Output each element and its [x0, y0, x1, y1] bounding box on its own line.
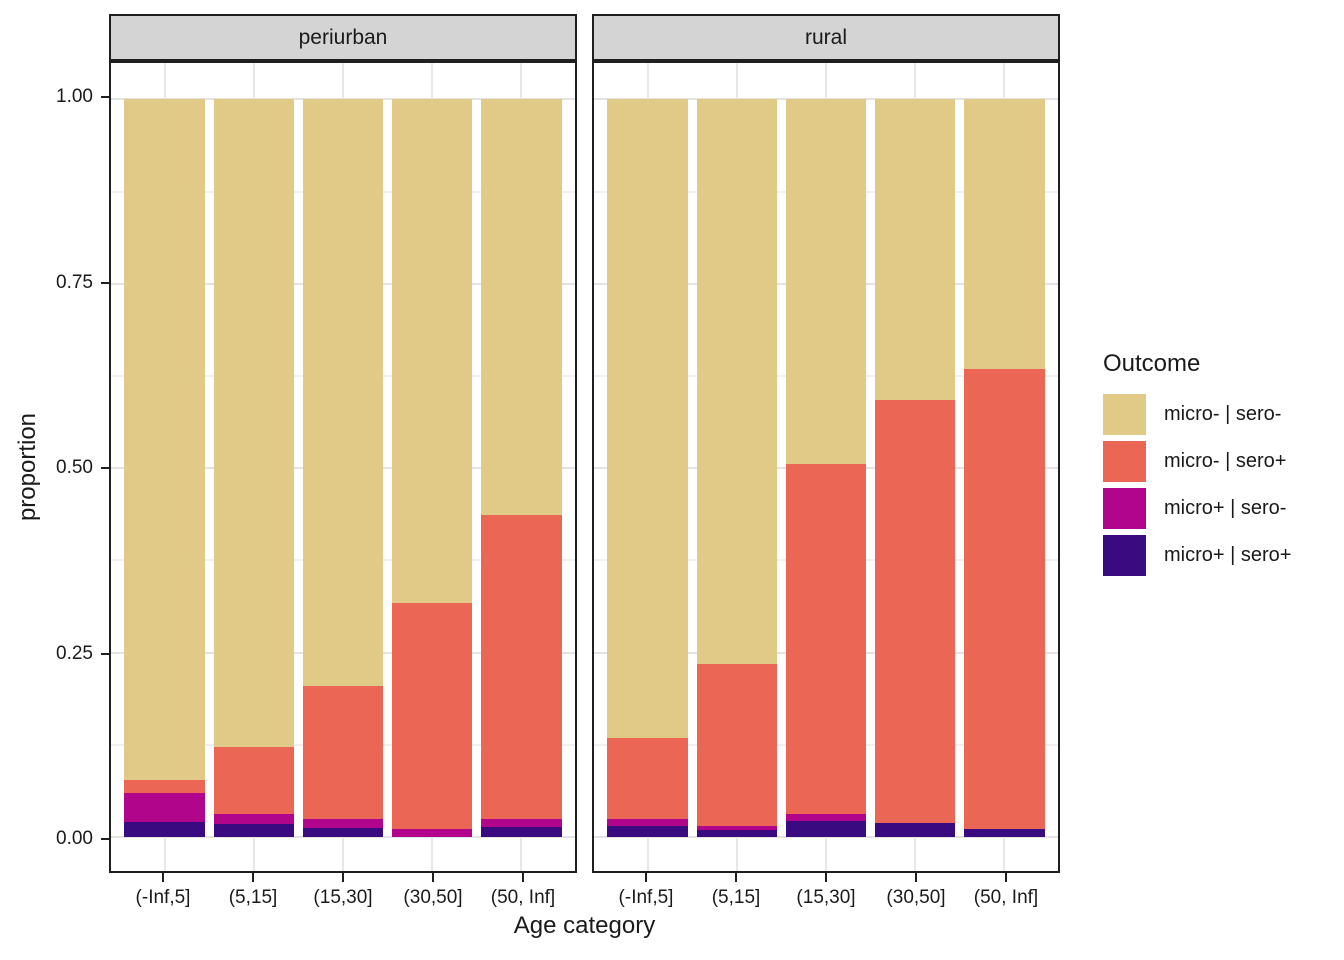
y-tick-mark: [101, 652, 109, 655]
x-tick-label: (-Inf,5]: [618, 887, 674, 908]
bar-segment: [875, 99, 956, 401]
legend-label: micro+ | sero-: [1164, 497, 1287, 519]
facet-strip-rural: rural: [592, 14, 1060, 61]
bar-segment: [124, 99, 205, 781]
bar-segment: [696, 829, 777, 838]
facet-panel-rural: [592, 61, 1060, 873]
x-tick-label: (30,50]: [403, 887, 463, 908]
x-tick-mark: [645, 873, 647, 882]
bar-segment: [607, 99, 688, 739]
bar-segment: [392, 603, 473, 830]
legend-swatch: [1103, 488, 1146, 529]
y-tick-label: 1.00: [56, 86, 93, 108]
bar-segment: [696, 663, 777, 827]
bar-segment: [392, 829, 473, 838]
facet-strip-label: periurban: [298, 25, 388, 49]
legend-item: micro- | sero-: [1103, 394, 1343, 435]
facet-strip-periurban: periurban: [109, 14, 577, 61]
x-tick-label: (-Inf,5]: [135, 887, 191, 908]
bar-segment: [302, 99, 384, 686]
y-tick-label: 0.50: [56, 457, 93, 479]
bar-segment: [875, 400, 956, 824]
y-tick-mark: [101, 467, 109, 470]
x-tick-label: (50, Inf]: [973, 887, 1039, 908]
x-tick-label: (15,30]: [796, 887, 856, 908]
legend-label: micro- | sero+: [1164, 450, 1287, 472]
bar-segment: [785, 99, 867, 464]
bar-segment: [124, 780, 205, 793]
x-tick-mark: [432, 873, 434, 882]
bar-segment: [124, 822, 205, 838]
x-tick-mark: [522, 873, 524, 882]
facet-strip-label: rural: [804, 25, 847, 49]
y-tick-label: 0.00: [56, 827, 93, 849]
x-axis-title: Age category: [513, 912, 656, 939]
x-tick-label: (15,30]: [313, 887, 373, 908]
legend-label: micro- | sero-: [1164, 403, 1282, 425]
bar-segment: [392, 99, 473, 604]
bar-segment: [213, 99, 294, 748]
y-tick-mark: [101, 96, 109, 99]
legend: Outcome micro- | sero-micro- | sero+ micr…: [1103, 350, 1343, 582]
bar-segment: [785, 463, 867, 814]
legend-items: micro- | sero-micro- | sero+ micro+ | ser…: [1103, 394, 1343, 576]
x-tick-mark: [825, 873, 827, 882]
bar-segment: [607, 819, 688, 827]
bar-segment: [875, 823, 956, 838]
legend-label: micro+ | sero+: [1164, 544, 1292, 566]
bar-segment: [302, 818, 384, 829]
x-tick-mark: [915, 873, 917, 882]
bar-segment: [481, 515, 562, 819]
bar-segment: [964, 829, 1045, 838]
y-tick-label: 0.25: [56, 642, 93, 664]
bar-segment: [785, 813, 867, 821]
bar-segment: [607, 738, 688, 820]
bar-segment: [696, 826, 777, 830]
bar-segment: [124, 792, 205, 823]
bar-segment: [213, 823, 294, 838]
x-tick-mark: [1005, 873, 1007, 882]
facet-panel-periurban: [109, 61, 577, 873]
bar-segment: [302, 828, 384, 838]
bar-segment: [302, 685, 384, 819]
y-tick-mark: [101, 837, 109, 840]
legend-swatch: [1103, 441, 1146, 482]
legend-title: Outcome: [1103, 350, 1201, 377]
legend-swatch: [1103, 394, 1146, 435]
bar-segment: [213, 747, 294, 814]
bar-segment: [607, 826, 688, 838]
bar-segment: [481, 826, 562, 838]
y-tick-mark: [101, 281, 109, 284]
x-tick-mark: [162, 873, 164, 882]
bar-segment: [785, 820, 867, 838]
bar-segment: [696, 99, 777, 664]
x-tick-mark: [252, 873, 254, 882]
x-tick-mark: [342, 873, 344, 882]
legend-item: micro+ | sero-: [1103, 488, 1343, 529]
legend-swatch: [1103, 535, 1146, 576]
bar-segment: [964, 368, 1045, 830]
bar-segment: [481, 99, 562, 516]
x-tick-label: (50, Inf]: [490, 887, 556, 908]
x-tick-label: (5,15]: [228, 887, 278, 908]
bar-segment: [964, 99, 1045, 369]
legend-item: micro+ | sero+: [1103, 535, 1343, 576]
y-tick-label: 0.75: [56, 271, 93, 293]
legend-item: micro- | sero+: [1103, 441, 1343, 482]
x-tick-label: (30,50]: [886, 887, 946, 908]
bar-segment: [481, 818, 562, 827]
x-tick-label: (5,15]: [711, 887, 761, 908]
bar-segment: [213, 813, 294, 824]
x-tick-mark: [735, 873, 737, 882]
